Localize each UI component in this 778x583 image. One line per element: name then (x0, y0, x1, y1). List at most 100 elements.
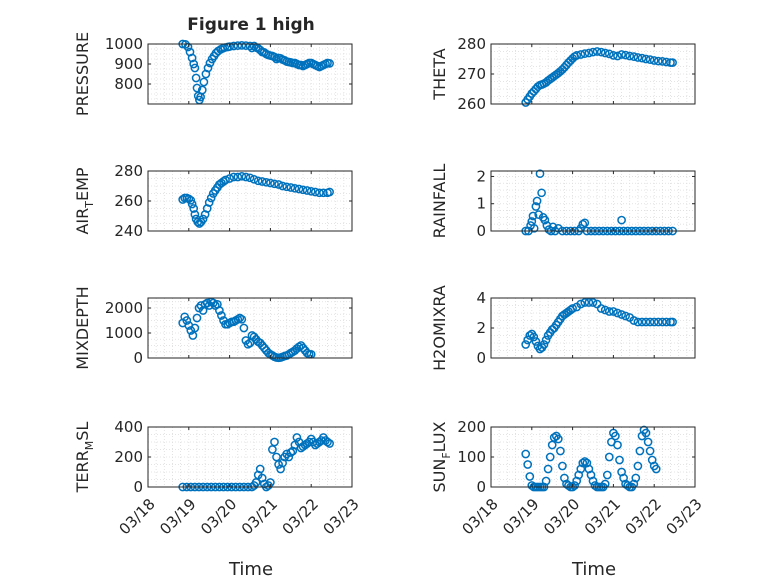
data-point (617, 50, 626, 59)
data-point (251, 478, 261, 487)
data-point (629, 52, 639, 61)
data-point (245, 41, 255, 51)
data-point (653, 317, 663, 327)
data-point (225, 174, 234, 183)
data-point (315, 188, 324, 198)
data-point (651, 464, 661, 474)
data-point (233, 41, 243, 50)
y-tick-label: 280 (114, 162, 143, 180)
data-point (325, 439, 334, 448)
data-point (225, 42, 234, 51)
data-point (278, 181, 287, 191)
data-point (182, 316, 192, 325)
data-point (540, 215, 550, 225)
data-point (323, 437, 332, 447)
axes-box (490, 170, 696, 232)
data-point (268, 445, 277, 454)
data-point (197, 85, 207, 95)
data-point (528, 211, 538, 221)
y-tick-label: 1 (476, 195, 486, 213)
data-point (521, 340, 531, 349)
y-tick-label: 100 (457, 448, 486, 466)
data-point (233, 172, 243, 182)
data-point (553, 434, 563, 444)
data-point (643, 437, 653, 447)
data-point (617, 310, 626, 319)
data-point (637, 317, 647, 327)
data-point (539, 340, 549, 349)
axes-box (147, 43, 353, 105)
data-point (190, 63, 200, 73)
data-point (302, 186, 312, 195)
data-point (613, 440, 622, 450)
data-point (645, 317, 655, 327)
data-point (306, 186, 316, 196)
data-point (257, 177, 267, 186)
data-point (604, 307, 614, 316)
data-point (588, 47, 598, 57)
y-tick-label: 0 (133, 349, 143, 367)
data-point (637, 53, 647, 63)
data-point (633, 317, 643, 327)
data-point (668, 317, 677, 327)
data-point (576, 50, 586, 59)
y-tick-label: 0 (133, 478, 143, 496)
data-point (292, 433, 302, 442)
data-point (549, 433, 559, 442)
data-point (668, 58, 677, 67)
data-point (286, 183, 296, 192)
data-point (613, 308, 622, 318)
data-point (188, 331, 198, 340)
axes-box (147, 297, 353, 359)
y-tick-label: 2 (476, 319, 486, 337)
y-tick-label: 800 (114, 75, 143, 93)
data-point (578, 458, 588, 468)
data-point (548, 222, 558, 232)
y-tick-label: 0 (476, 478, 486, 496)
data-point (617, 215, 626, 225)
data-point (662, 57, 671, 67)
data-point (635, 446, 645, 456)
data-point (576, 299, 586, 309)
data-point (187, 199, 197, 209)
data-point (592, 47, 602, 56)
data-point (629, 316, 639, 325)
data-point (215, 306, 224, 315)
data-point (633, 461, 643, 471)
data-point (572, 51, 582, 60)
data-point (523, 460, 533, 469)
data-point (229, 172, 239, 182)
subplot-2: 260 270 280 THETA (430, 35, 696, 113)
subplot-5: 0 1000 2000 MIXDEPTH (73, 286, 353, 370)
data-point (570, 481, 579, 490)
data-point (270, 179, 279, 189)
data-point (596, 304, 606, 313)
data-point (541, 476, 551, 486)
data-point (237, 314, 247, 324)
data-point (631, 473, 641, 483)
data-point (604, 49, 614, 59)
data-point (568, 304, 577, 313)
data-point (609, 51, 618, 60)
subplot-6: 0 2 4 H2OMIXRA (430, 285, 696, 371)
data-point (298, 185, 308, 195)
data-point (641, 317, 651, 327)
data-point (531, 202, 541, 211)
data-point (255, 464, 265, 474)
data-point (237, 171, 247, 181)
data-point (584, 48, 594, 58)
y-axis-label: THETA (430, 48, 449, 100)
data-point (274, 180, 283, 189)
data-point (183, 42, 193, 52)
data-point (206, 193, 216, 203)
data-point (525, 472, 535, 481)
data-point (613, 51, 622, 61)
data-point (545, 452, 555, 462)
data-point (602, 470, 612, 480)
data-point (187, 53, 197, 63)
data-point (241, 172, 251, 182)
x-axis-label-left: Time (228, 559, 273, 580)
data-point (580, 218, 590, 228)
data-point (658, 57, 667, 66)
data-point (203, 63, 213, 73)
